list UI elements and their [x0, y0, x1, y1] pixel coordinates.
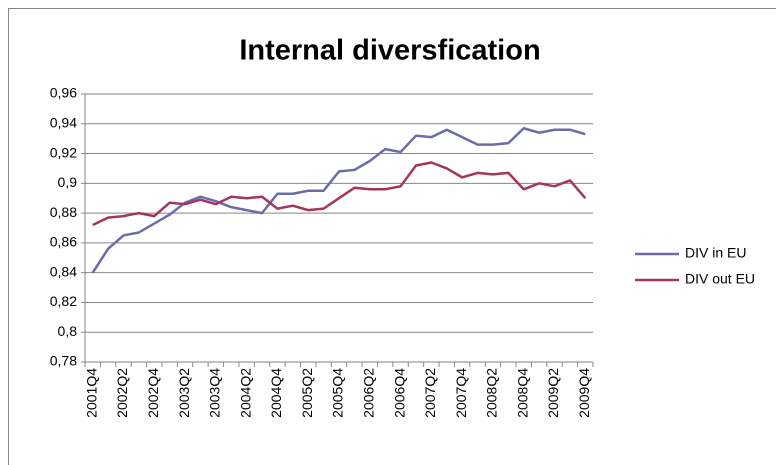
legend-label: DIV in EU — [685, 245, 746, 261]
x-tick-label: 2007Q2 — [422, 368, 438, 418]
x-tick-label: 2008Q2 — [484, 368, 500, 418]
x-tick-label: 2009Q4 — [576, 368, 592, 418]
chart-border — [8, 8, 776, 465]
y-tick-label: 0,92 — [50, 144, 77, 160]
y-tick-label: 0,86 — [50, 234, 77, 250]
x-tick-label: 2008Q4 — [514, 368, 530, 418]
y-tick-label: 0,9 — [58, 174, 78, 190]
x-tick-label: 2006Q2 — [360, 368, 376, 418]
x-tick-label: 2005Q2 — [299, 368, 315, 418]
x-tick-label: 2004Q2 — [237, 368, 253, 418]
series-line — [92, 161, 587, 227]
x-tick-label: 2006Q4 — [391, 368, 407, 418]
legend-label: DIV out EU — [685, 271, 755, 287]
x-tick-label: 2002Q2 — [114, 368, 130, 418]
x-tick-label: 2004Q4 — [268, 368, 284, 418]
x-tick-label: 2001Q4 — [83, 368, 99, 418]
y-tick-label: 0,8 — [58, 323, 78, 339]
x-tick-label: 2009Q2 — [545, 368, 561, 418]
y-tick-label: 0,96 — [50, 85, 77, 101]
y-tick-label: 0,84 — [50, 263, 77, 279]
series-line — [91, 126, 586, 274]
chart-title: Internal diversfication — [239, 35, 540, 67]
x-tick-label: 2003Q4 — [207, 368, 223, 418]
y-tick-label: 0,94 — [50, 114, 77, 130]
x-tick-label: 2007Q4 — [453, 368, 469, 418]
y-tick-label: 0,82 — [50, 293, 77, 309]
y-tick-label: 0,78 — [50, 353, 77, 369]
x-tick-label: 2005Q4 — [330, 368, 346, 418]
y-tick-label: 0,88 — [50, 204, 77, 220]
x-tick-label: 2002Q4 — [145, 368, 161, 418]
x-tick-label: 2003Q2 — [176, 368, 192, 418]
